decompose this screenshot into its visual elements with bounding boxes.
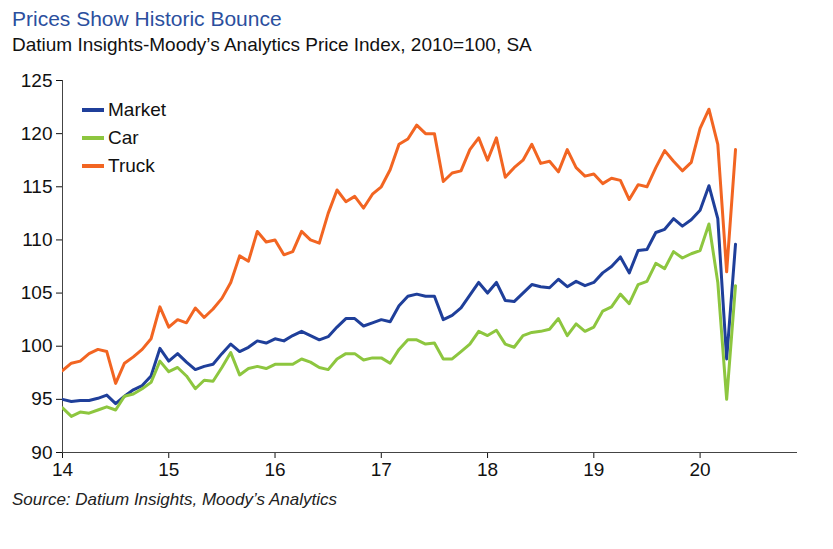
svg-text:120: 120 [21,123,53,144]
html-text:Prices Show Historic Bounce: Prices Show Historic Bounce [12,7,282,30]
svg-text:100: 100 [21,335,53,356]
svg-text:18: 18 [477,459,498,480]
svg-text:110: 110 [22,229,52,250]
svg-text:20: 20 [690,459,711,480]
svg-text:125: 125 [21,70,53,91]
svg-text:17: 17 [371,459,392,480]
svg-text:14: 14 [52,459,74,480]
html-text:Market: Market [108,99,167,120]
svg-text:105: 105 [21,282,53,303]
svg-text:90: 90 [31,442,52,463]
svg-text:15: 15 [158,459,179,480]
svg-text:16: 16 [264,459,285,480]
svg-text:115: 115 [22,176,52,197]
html-text:Car: Car [108,127,139,148]
svg-text:19: 19 [583,459,604,480]
html-text:Datium Insights-Moody’s Analyt: Datium Insights-Moody’s Analytics Price … [12,34,532,55]
svg-text:95: 95 [31,388,52,409]
html-text:Source: Datium Insights, Moody: Source: Datium Insights, Moody’s Analyti… [12,490,337,509]
html-text:Truck: Truck [108,155,155,176]
